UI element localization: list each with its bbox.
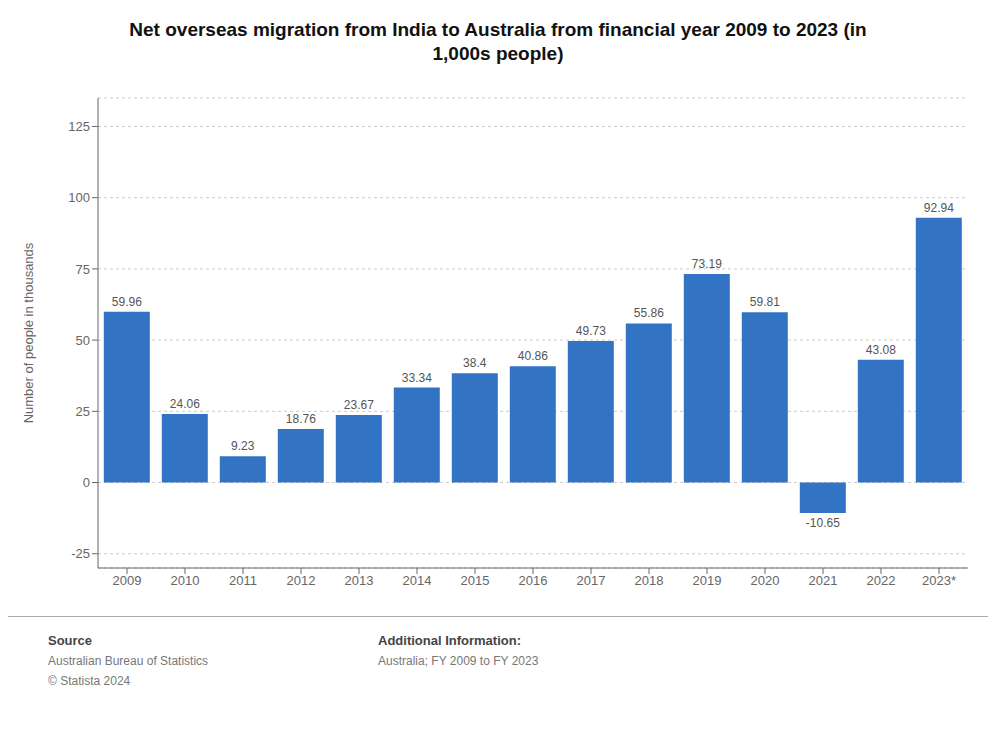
svg-text:24.06: 24.06: [170, 397, 200, 411]
svg-text:40.86: 40.86: [518, 349, 548, 363]
html-text:Source: Source: [48, 633, 93, 648]
svg-text:92.94: 92.94: [924, 201, 954, 215]
svg-text:75: 75: [76, 262, 90, 277]
svg-text:2016: 2016: [519, 573, 548, 588]
svg-text:2018: 2018: [635, 573, 664, 588]
svg-text:59.96: 59.96: [112, 295, 142, 309]
svg-text:2009: 2009: [113, 573, 142, 588]
html-text:1,000s people): 1,000s people): [432, 43, 564, 64]
svg-text:38.4: 38.4: [463, 356, 487, 370]
svg-text:0: 0: [83, 475, 90, 490]
svg-text:55.86: 55.86: [634, 306, 664, 320]
svg-text:2010: 2010: [171, 573, 200, 588]
svg-text:43.08: 43.08: [866, 343, 896, 357]
svg-text:18.76: 18.76: [286, 412, 316, 426]
svg-text:59.81: 59.81: [750, 295, 780, 309]
svg-text:Number of people in thousands: Number of people in thousands: [21, 242, 36, 423]
svg-text:9.23: 9.23: [231, 439, 255, 453]
html-text:Australian Bureau of Statistic: Australian Bureau of Statistics: [48, 654, 209, 668]
svg-text:-25: -25: [71, 546, 90, 561]
svg-text:50: 50: [76, 333, 90, 348]
svg-text:2014: 2014: [403, 573, 432, 588]
svg-text:2019: 2019: [693, 573, 722, 588]
html-text:© Statista 2024: © Statista 2024: [48, 674, 131, 688]
svg-text:49.73: 49.73: [576, 324, 606, 338]
svg-text:2015: 2015: [461, 573, 490, 588]
svg-text:25: 25: [76, 404, 90, 419]
svg-text:73.19: 73.19: [692, 257, 722, 271]
svg-text:-10.65: -10.65: [806, 516, 840, 530]
svg-text:2023*: 2023*: [922, 573, 956, 588]
svg-text:2022: 2022: [867, 573, 896, 588]
html-text:Additional Information:: Additional Information:: [378, 633, 521, 648]
svg-text:2020: 2020: [751, 573, 780, 588]
svg-text:2011: 2011: [229, 573, 257, 588]
svg-text:2021: 2021: [809, 573, 838, 588]
html-text:Net overseas migration from In: Net overseas migration from India to Aus…: [129, 19, 867, 40]
svg-text:33.34: 33.34: [402, 371, 432, 385]
svg-text:100: 100: [68, 190, 90, 205]
svg-text:2012: 2012: [287, 573, 316, 588]
svg-text:23.67: 23.67: [344, 398, 374, 412]
svg-text:125: 125: [68, 119, 90, 134]
svg-text:2017: 2017: [577, 573, 606, 588]
svg-text:2013: 2013: [345, 573, 374, 588]
html-text:Australia; FY 2009 to FY 2023: Australia; FY 2009 to FY 2023: [378, 654, 539, 668]
